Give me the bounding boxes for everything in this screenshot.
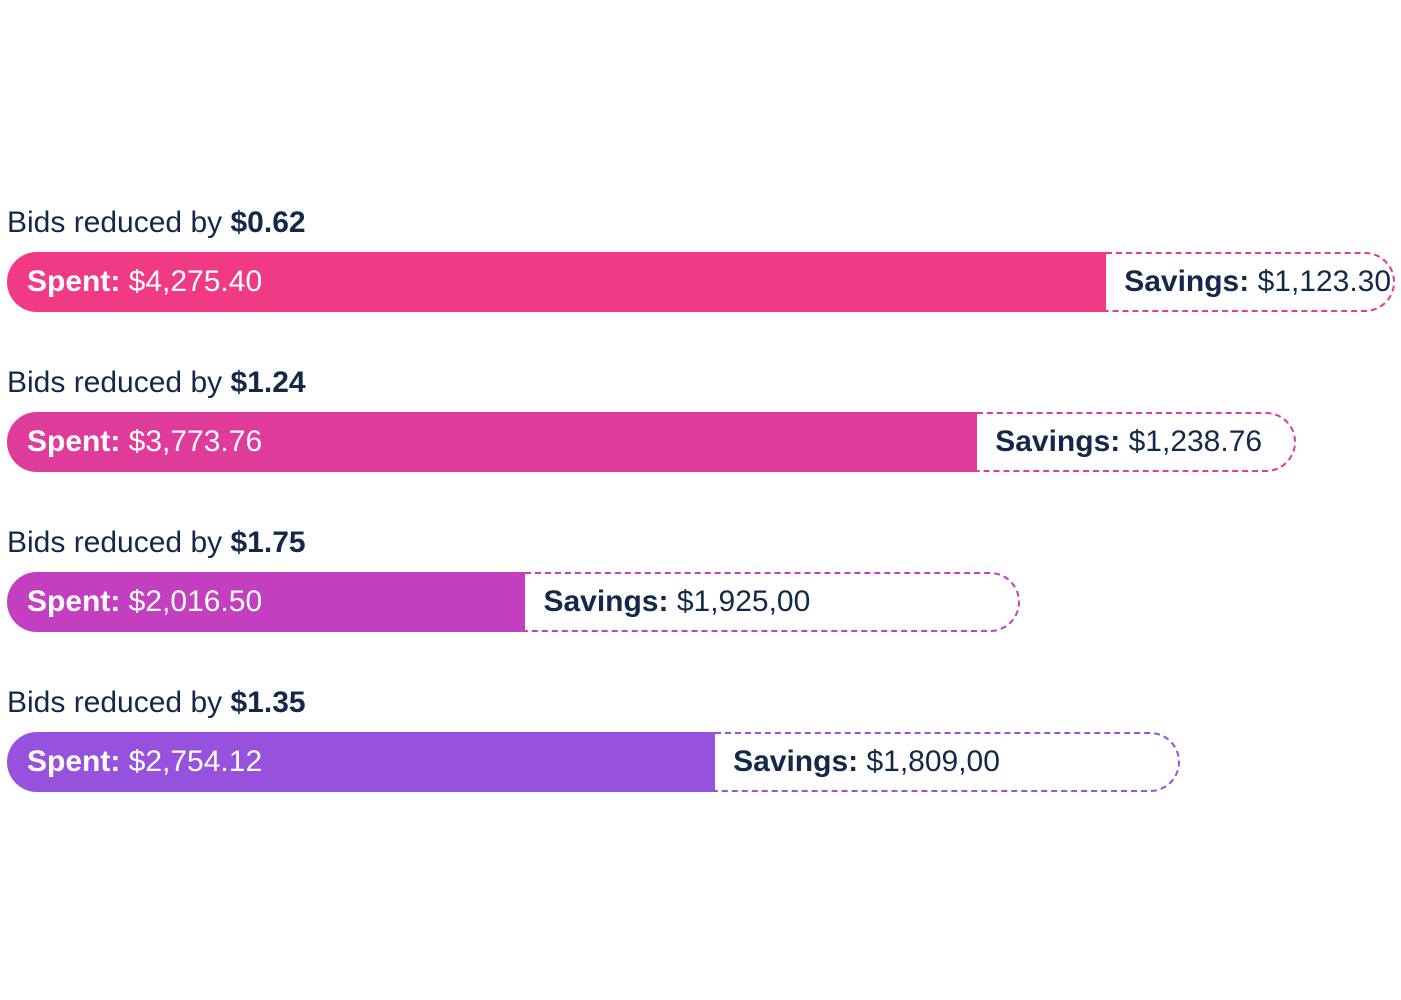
row-label-amount: $0.62 — [230, 206, 306, 239]
savings-value: $1,123.30 — [1257, 265, 1392, 298]
spent-value: $2,016.50 — [128, 585, 263, 618]
savings-bar: Savings: $1,123.30 — [1106, 252, 1395, 312]
savings-value: $1,238.76 — [1128, 425, 1263, 458]
row-label: Bids reduced by $1.35 — [7, 686, 306, 720]
row-label-prefix: Bids reduced by — [7, 366, 223, 399]
row-label: Bids reduced by $0.62 — [7, 206, 306, 240]
row-label-amount: $1.75 — [230, 526, 306, 559]
stacked-bar: Spent: $2,016.50 Savings: $1,925,00 — [7, 572, 1021, 632]
savings-bar: Savings: $1,809,00 — [715, 732, 1181, 792]
row-label: Bids reduced by $1.75 — [7, 526, 306, 560]
spent-value: $4,275.40 — [128, 265, 263, 298]
spent-label: Spent: — [27, 265, 121, 298]
spent-bar: Spent: $3,773.76 — [7, 412, 978, 472]
row-label-amount: $1.35 — [230, 686, 306, 719]
savings-value: $1,925,00 — [676, 585, 811, 618]
savings-value: $1,809,00 — [866, 745, 1000, 778]
savings-bar: Savings: $1,925,00 — [525, 572, 1021, 632]
row-label-prefix: Bids reduced by — [7, 526, 223, 559]
row-label: Bids reduced by $1.24 — [7, 366, 306, 400]
spent-bar: Spent: $2,016.50 — [7, 572, 526, 632]
row-label-prefix: Bids reduced by — [7, 686, 223, 719]
savings-label: Savings: — [995, 425, 1121, 458]
spent-label: Spent: — [27, 745, 121, 778]
savings-label: Savings: — [1124, 265, 1250, 298]
savings-label: Savings: — [543, 585, 669, 618]
stacked-bar: Spent: $4,275.40 Savings: $1,123.30 — [7, 252, 1395, 312]
spent-bar: Spent: $4,275.40 — [7, 252, 1107, 312]
savings-label: Savings: — [733, 745, 859, 778]
row-label-amount: $1.24 — [230, 366, 306, 399]
spent-bar: Spent: $2,754.12 — [7, 732, 716, 792]
spent-value: $2,754.12 — [128, 745, 263, 778]
stacked-bar: Spent: $2,754.12 Savings: $1,809,00 — [7, 732, 1181, 792]
row-label-prefix: Bids reduced by — [7, 206, 223, 239]
spent-label: Spent: — [27, 585, 121, 618]
spent-label: Spent: — [27, 425, 121, 458]
spent-value: $3,773.76 — [128, 425, 263, 458]
stacked-bar: Spent: $3,773.76 Savings: $1,238.76 — [7, 412, 1296, 472]
savings-bar: Savings: $1,238.76 — [977, 412, 1296, 472]
